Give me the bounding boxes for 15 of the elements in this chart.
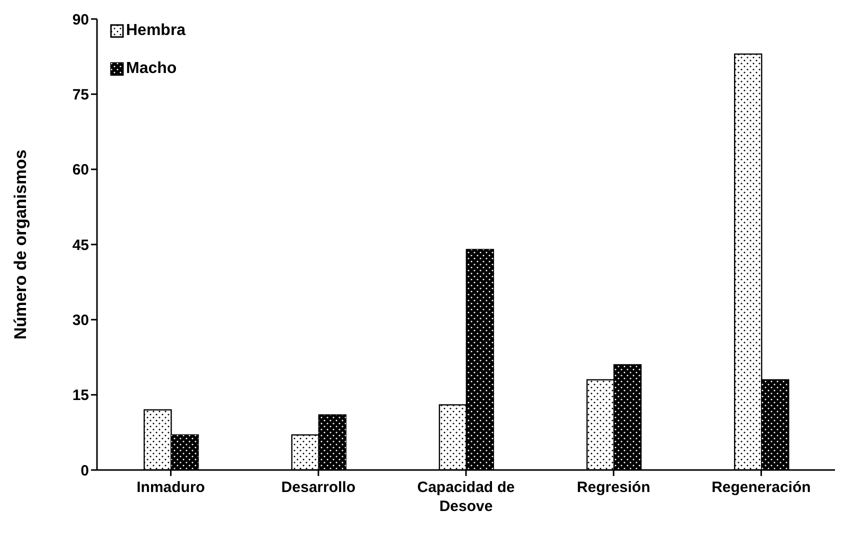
- y-tick-label: 30: [72, 312, 89, 329]
- y-tick-label: 45: [72, 236, 89, 254]
- legend-label: Hembra: [126, 22, 186, 40]
- x-tick-label: Capacidad de Desove: [417, 479, 515, 515]
- y-tick-label: 15: [72, 387, 89, 404]
- y-axis-title: Número de organismos: [11, 150, 30, 340]
- x-tick-label: Desarrollo: [281, 479, 356, 496]
- legend-label: Macho: [126, 60, 177, 78]
- x-tick-label: Regeneración: [712, 479, 811, 496]
- x-tick-label: Regresión: [576, 479, 650, 496]
- x-tick-label: Inmaduro: [136, 479, 205, 496]
- y-tick-label: 75: [72, 86, 89, 104]
- y-tick-label: 60: [72, 162, 89, 179]
- y-tick-label: 0: [80, 462, 89, 480]
- y-tick-label: 90: [72, 11, 89, 28]
